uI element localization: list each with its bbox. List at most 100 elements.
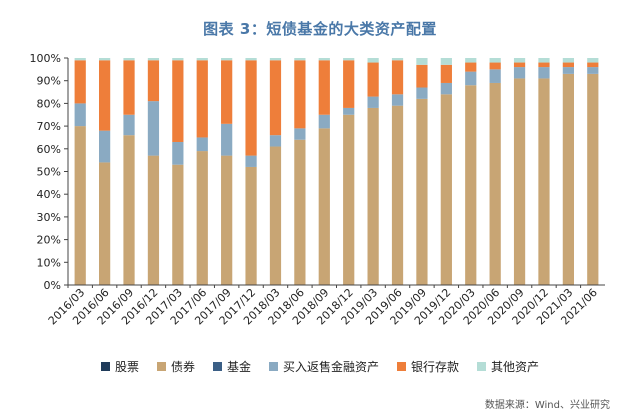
bar-segment <box>416 87 428 99</box>
legend-swatch <box>156 362 166 371</box>
bar-segment <box>367 58 379 63</box>
bar-segment <box>489 62 501 70</box>
y-tick-label: 70% <box>37 120 61 133</box>
legend-swatch <box>477 362 487 371</box>
bar-segment <box>221 155 233 285</box>
bar-segment <box>147 101 160 156</box>
legend-item: 股票 <box>100 358 139 375</box>
bar-segment <box>123 114 135 136</box>
bar-segment <box>440 64 452 83</box>
y-tick-label: 60% <box>37 143 61 156</box>
legend-item: 基金 <box>212 358 251 375</box>
bar-segment <box>513 58 526 63</box>
y-tick-label: 80% <box>37 97 61 110</box>
bar-segment <box>196 60 208 138</box>
bar-segment <box>172 164 184 285</box>
legend-swatch <box>212 362 222 371</box>
bar-segment <box>318 114 330 129</box>
legend-label: 银行存款 <box>411 360 460 374</box>
bar-segment <box>343 107 355 115</box>
bar-segment <box>489 82 501 285</box>
bar-segment <box>562 73 574 285</box>
bar-segment <box>416 58 428 65</box>
bar-segment <box>245 58 257 61</box>
legend-item: 其他资产 <box>477 358 539 375</box>
bar-segment <box>562 67 574 74</box>
legend-label: 股票 <box>114 360 139 374</box>
bar-segment <box>221 123 233 156</box>
bar-segment <box>99 58 111 61</box>
bar-segment <box>562 62 574 68</box>
bar-segment <box>318 128 330 285</box>
legend: 股票 债券 基金 买入返售金融资产 银行存款 其他资产 <box>0 358 640 375</box>
bar-segment <box>294 139 306 285</box>
y-tick-label: 90% <box>37 75 61 88</box>
bar-segment <box>99 162 111 285</box>
legend-swatch <box>269 362 278 371</box>
bar-segment <box>245 166 257 285</box>
source-note: 数据来源：Wind、兴业研究 <box>484 400 610 411</box>
legend-label: 其他资产 <box>491 360 540 374</box>
bar-segment <box>147 60 160 102</box>
bar-segment <box>172 141 184 165</box>
bar-segment <box>367 96 379 108</box>
bar-segment <box>367 62 379 97</box>
bar-segment <box>99 60 111 131</box>
bar-segment <box>318 60 330 115</box>
bar-segment <box>367 107 379 285</box>
bar-segment <box>221 60 233 124</box>
bar-segment <box>172 60 184 142</box>
bar-segment <box>391 94 404 106</box>
bar-segment <box>74 126 86 285</box>
bar-segment <box>269 60 282 136</box>
bar-segment <box>489 58 501 63</box>
bar-segment <box>513 67 526 79</box>
bar-segment <box>587 62 599 68</box>
bar-segment <box>465 62 477 72</box>
bar-segment <box>513 62 526 68</box>
bar-segment <box>294 60 306 129</box>
bar-segment <box>513 78 526 286</box>
y-tick-label: 100% <box>30 52 61 65</box>
bar-segment <box>391 60 404 95</box>
bar-segment <box>587 73 599 285</box>
bar-segment <box>343 60 355 108</box>
bar-segment <box>343 58 355 61</box>
bar-segment <box>147 58 160 61</box>
bar-segment <box>538 62 550 68</box>
legend-item: 银行存款 <box>397 358 459 375</box>
bar-segment <box>587 67 599 74</box>
legend-label: 买入返售金融资产 <box>283 360 380 374</box>
bar-segment <box>123 60 135 115</box>
bar-segment <box>465 85 477 286</box>
bar-segment <box>245 155 257 167</box>
bar-segment <box>196 151 208 285</box>
bar-segment <box>391 58 404 61</box>
legend-swatch <box>397 362 407 371</box>
bar-segment <box>123 135 135 285</box>
bar-segment <box>294 58 306 61</box>
bar-segment <box>440 82 452 95</box>
bar-segment <box>74 103 86 127</box>
bar-segment <box>465 71 477 86</box>
y-tick-label: 40% <box>37 188 61 201</box>
bar-segment <box>99 130 111 163</box>
bar-segment <box>343 114 355 285</box>
bar-segment <box>562 58 574 63</box>
legend-label: 债券 <box>170 360 195 374</box>
bar-segment <box>391 105 404 285</box>
bar-segment <box>294 128 306 140</box>
bar-segment <box>538 78 550 286</box>
bar-segment <box>196 58 208 61</box>
y-tick-label: 10% <box>37 256 61 269</box>
legend-item: 债券 <box>156 358 195 375</box>
bar-segment <box>245 60 257 156</box>
bar-segment <box>538 58 550 63</box>
legend-item: 买入返售金融资产 <box>269 358 379 375</box>
chart-title: 图表 3：短债基金的大类资产配置 <box>203 20 437 38</box>
y-tick-label: 30% <box>37 211 61 224</box>
bar-segment <box>440 94 452 285</box>
bar-segment <box>318 58 330 61</box>
bar-segment <box>74 58 86 61</box>
bar-segment <box>196 137 208 152</box>
